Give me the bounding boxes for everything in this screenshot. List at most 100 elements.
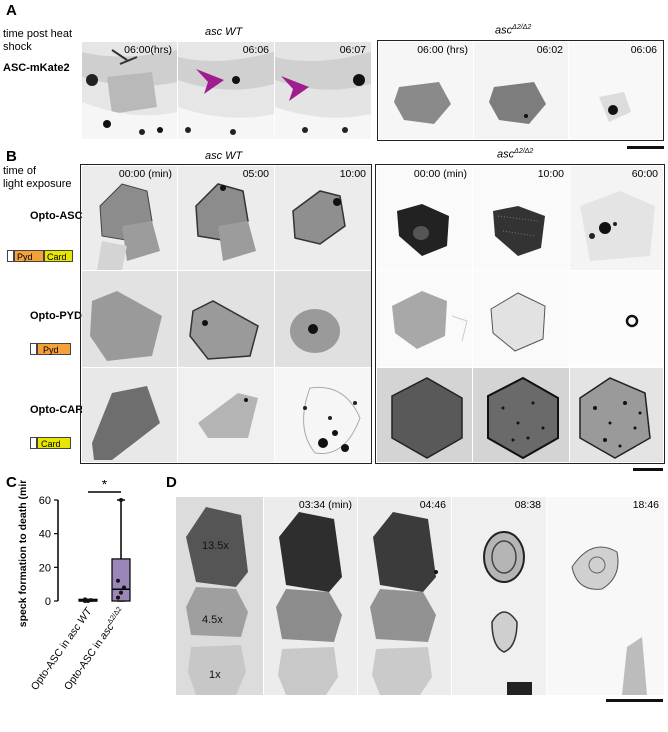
significance-star: *: [102, 480, 108, 492]
domain-card: Card: [44, 250, 73, 262]
micrograph-a-mut-2-image: [474, 42, 568, 139]
data-point: [116, 595, 120, 600]
domain-pyd: Pyd: [14, 250, 44, 262]
scale-bar-b: [633, 468, 663, 471]
domain-linker: [30, 437, 37, 449]
micrograph-b-mut-asc-3-image: [570, 166, 663, 270]
micrograph-d-1-image: [264, 497, 357, 695]
micrograph-a-wt-2: 06:06: [178, 42, 274, 139]
micrograph-b-mut-card-1: [377, 368, 472, 462]
micrograph-b-wt-asc-1: 00:00 (min): [82, 166, 177, 270]
micrograph-b-wt-card-3: [275, 368, 371, 462]
time-b-mut-2: 10:00: [537, 168, 564, 180]
data-point: [83, 597, 87, 602]
panel-b-wt-frame: [80, 164, 372, 464]
time-b-mut-3: 60:00: [631, 168, 658, 180]
micrograph-d-2-image: [358, 497, 451, 695]
level-high: 13.5x: [202, 540, 229, 552]
micrograph-a-wt-1: 06:00(hrs): [82, 42, 177, 139]
micrograph-b-mut-card-3: [570, 368, 663, 462]
micrograph-a-mut-1: 06:00 (hrs): [379, 42, 473, 139]
micrograph-b-wt-card-1-image: [82, 368, 177, 462]
time-d-1: 03:34 (min): [298, 499, 352, 511]
micrograph-b-wt-asc-1-image: [82, 166, 177, 270]
domain-linker: [7, 250, 14, 262]
time-d-3: 08:38: [514, 499, 541, 511]
x-category-label: Opto-ASC in ascΔ2/Δ2: [62, 606, 128, 693]
micrograph-b-wt-asc-2-image: [178, 166, 274, 270]
time-b-wt-1: 00:00 (min): [118, 168, 172, 180]
domain-diagram-card: Card: [30, 437, 71, 449]
time-b-wt-2: 05:00: [242, 168, 269, 180]
micrograph-b-mut-asc-3: 60:00: [570, 166, 663, 270]
marker-label: ASC-mKate2: [3, 62, 70, 74]
y-tick-label: 40: [39, 529, 51, 541]
micrograph-b-wt-asc-3: 10:00: [275, 166, 371, 270]
micrograph-b-mut-asc-2: 10:00: [473, 166, 569, 270]
scale-bar-a: [627, 146, 664, 149]
micrograph-a-mut-3: 06:06: [569, 42, 662, 139]
box: [111, 558, 131, 602]
micrograph-b-wt-pyd-2-image: [178, 271, 274, 367]
micrograph-d-3: 08:38: [452, 497, 546, 695]
micrograph-a-wt-2-image: [178, 42, 274, 139]
micrograph-b-wt-pyd-1-image: [82, 271, 177, 367]
micrograph-b-mut-card-2: [473, 368, 569, 462]
data-point: [116, 578, 120, 583]
row-label-time-line1: time post heat: [3, 28, 73, 40]
micrograph-b-wt-pyd-3: [275, 271, 371, 367]
time-a-wt-1: 06:00(hrs): [124, 44, 172, 56]
micrograph-b-mut-card-2-image: [473, 368, 569, 462]
micrograph-b-mut-pyd-3: [570, 271, 663, 367]
time-b-wt-3: 10:00: [339, 168, 366, 180]
y-tick-label: 60: [39, 495, 51, 507]
micrograph-d-4-image: [547, 497, 664, 695]
y-tick-label: 0: [45, 596, 51, 608]
micrograph-b-mut-asc-1: 00:00 (min): [377, 166, 472, 270]
micrograph-b-mut-pyd-2: [473, 271, 569, 367]
x-category-label: Opto-ASC in asc WT: [29, 605, 96, 693]
panel-b-mut-frame: [375, 164, 665, 464]
micrograph-b-mut-pyd-2-image: [473, 271, 569, 367]
time-d-2: 04:46: [419, 499, 446, 511]
data-point: [89, 598, 93, 603]
micrograph-b-mut-pyd-1: [377, 271, 472, 367]
row-label-opto-card: Opto-CARD: [30, 404, 92, 416]
time-d-4: 18:46: [632, 499, 659, 511]
group-label-b-mut-sup: Δ2/Δ2: [514, 148, 534, 155]
micrograph-d-3-image: [452, 497, 546, 695]
row-label-opto-asc: Opto-ASC: [30, 210, 83, 222]
micrograph-b-mut-pyd-3-image: [570, 271, 663, 367]
row-label-time-line2: shock: [3, 41, 32, 53]
panel-letter-b: B: [6, 148, 17, 165]
time-a-wt-3: 06:07: [339, 44, 366, 56]
panel-a-mut-frame: [377, 40, 664, 141]
data-point: [119, 590, 123, 595]
micrograph-b-wt-pyd-3-image: [275, 271, 371, 367]
micrograph-b-wt-card-2-image: [178, 368, 274, 462]
panel-letter-c: C: [6, 474, 17, 491]
domain-diagram-pyd: Pyd: [30, 343, 71, 355]
y-tick-label: 20: [39, 562, 51, 574]
time-a-mut-1: 06:00 (hrs): [417, 44, 468, 56]
micrograph-b-mut-card-1-image: [377, 368, 472, 462]
micrograph-b-wt-pyd-2: [178, 271, 274, 367]
illumination-schematic-image: [176, 497, 263, 695]
micrograph-d-4: 18:46: [547, 497, 664, 695]
group-label-mut-sup: Δ2/Δ2: [512, 24, 532, 31]
time-a-mut-2: 06:02: [536, 44, 563, 56]
time-a-wt-2: 06:06: [242, 44, 269, 56]
micrograph-a-wt-1-image: [82, 42, 177, 139]
micrograph-d-1: 03:34 (min): [264, 497, 357, 695]
group-label-mut: ascΔ2/Δ2: [495, 24, 531, 37]
micrograph-b-wt-card-1: [82, 368, 177, 462]
group-label-mut-text: asc: [495, 24, 513, 37]
domain-diagram-asc: Pyd Card: [7, 250, 73, 262]
micrograph-a-mut-3-image: [569, 42, 662, 139]
micrograph-a-mut-2: 06:02: [474, 42, 568, 139]
row-label-light-line2: light exposure: [3, 178, 72, 190]
level-low: 1x: [209, 669, 221, 681]
micrograph-b-mut-asc-1-image: [377, 166, 472, 270]
